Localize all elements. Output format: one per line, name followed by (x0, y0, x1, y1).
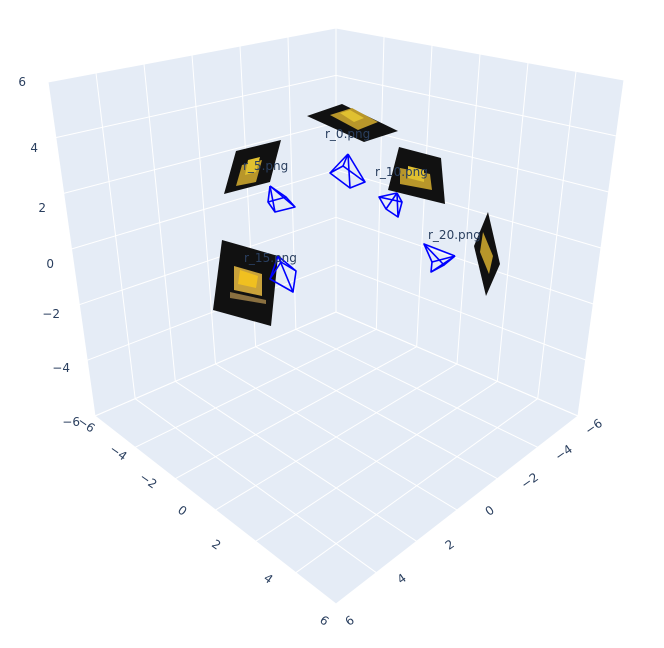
grid-line (537, 71, 577, 399)
grid-line (577, 79, 625, 417)
camera-frustum-icon (329, 153, 366, 189)
z-tick-label: 4 (30, 141, 38, 155)
camera-frustum-icon (267, 185, 296, 213)
right-back-pane (336, 28, 624, 416)
x-tick-label: 4 (261, 571, 275, 587)
back-panes (48, 28, 624, 604)
x-tick-label: 0 (175, 503, 189, 519)
x-tick-label: 6 (317, 613, 331, 629)
camera-frustum-icon (423, 243, 456, 273)
image-plane-left (224, 140, 281, 194)
image-planes (213, 104, 500, 326)
y-tick-label: 6 (343, 613, 357, 629)
x-tick-label: −4 (107, 442, 130, 464)
z-tick-label: −4 (52, 361, 70, 375)
image-plane-far-right (474, 212, 500, 296)
grid-line (94, 311, 337, 417)
y-tick-label: 4 (395, 571, 409, 587)
grid-line (295, 398, 538, 574)
y-tick-label: −6 (582, 416, 605, 438)
camera-label: r_10.png (375, 165, 428, 179)
y-tick-label: −4 (552, 442, 575, 464)
camera-label: r_20.png (428, 228, 481, 242)
camera-label: r_15.png (244, 251, 297, 265)
camera-frustum-icon (378, 192, 403, 218)
grid-line (335, 311, 579, 417)
x-tick-label: 2 (209, 537, 223, 553)
image-plane-top (307, 104, 398, 142)
grid-line (335, 415, 579, 605)
x-tick-label: −2 (137, 470, 160, 492)
camera-frustums (267, 153, 456, 293)
y-tick-label: 2 (443, 537, 457, 553)
camera-label: r_5.png (243, 159, 288, 173)
image-plane-right (388, 147, 445, 204)
z-tick-label: 6 (18, 75, 26, 89)
y-tick-label: −2 (518, 470, 541, 492)
z-tick-label: −2 (42, 307, 60, 321)
camera-label: r_0.png (325, 127, 370, 141)
floor-pane (95, 312, 578, 604)
z-tick-label: 2 (38, 201, 46, 215)
grid-lines (47, 27, 625, 605)
z-tick-label: 0 (46, 257, 54, 271)
y-tick-label: 0 (483, 503, 497, 519)
camera-labels: r_0.png r_5.png r_10.png r_15.png r_20.png (243, 127, 481, 265)
camera-frustum-icon (269, 255, 297, 293)
image-plane-mid-left (213, 240, 278, 326)
z-tick-label: −6 (62, 415, 80, 429)
